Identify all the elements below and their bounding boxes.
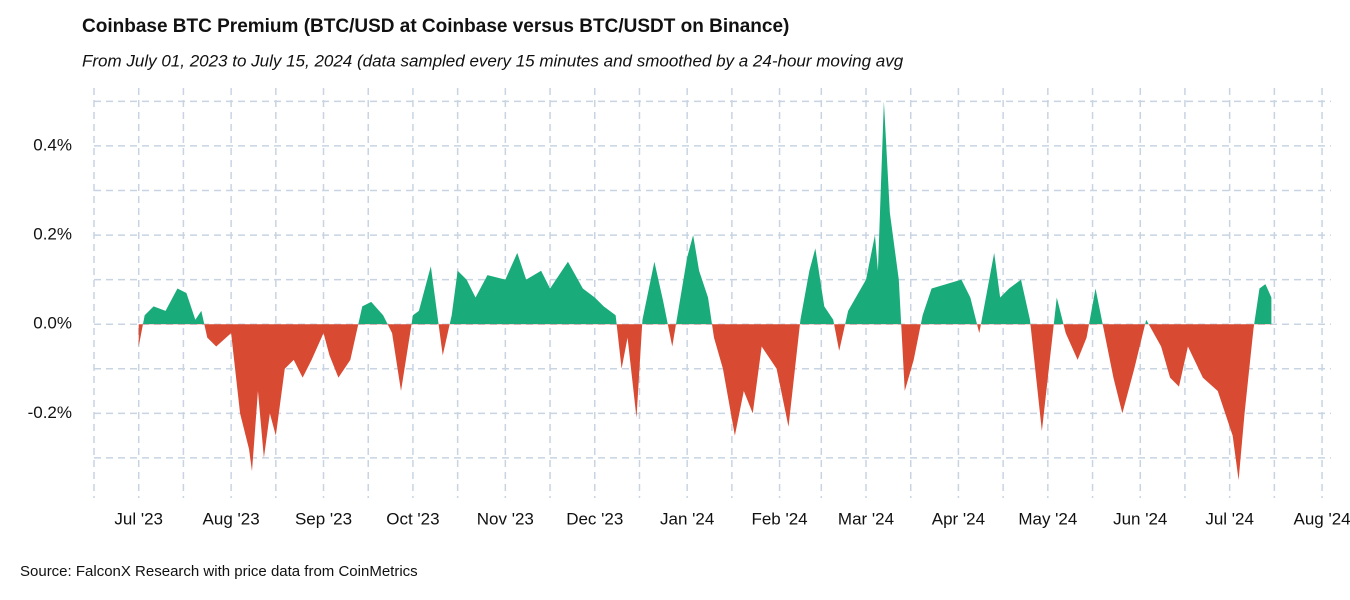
x-tick-label: Jan '24 bbox=[660, 509, 714, 528]
x-tick-label: May '24 bbox=[1018, 509, 1077, 528]
premium-area bbox=[138, 101, 1272, 481]
plot-area bbox=[138, 101, 1272, 481]
x-tick-label: Mar '24 bbox=[838, 509, 894, 528]
x-tick-label: Aug '23 bbox=[203, 509, 260, 528]
x-tick-label: Jul '23 bbox=[114, 509, 163, 528]
x-tick-label: Feb '24 bbox=[751, 509, 807, 528]
grid bbox=[93, 88, 1331, 498]
x-tick-label: Oct '23 bbox=[386, 509, 439, 528]
chart-subtitle: From July 01, 2023 to July 15, 2024 (dat… bbox=[82, 51, 904, 70]
chart-title: Coinbase BTC Premium (BTC/USD at Coinbas… bbox=[82, 16, 789, 37]
x-tick-label: Sep '23 bbox=[295, 509, 352, 528]
x-tick-label: Nov '23 bbox=[477, 509, 534, 528]
x-tick-label: Jul '24 bbox=[1205, 509, 1254, 528]
x-tick-label: Apr '24 bbox=[932, 509, 985, 528]
source-note: Source: FalconX Research with price data… bbox=[20, 563, 418, 580]
x-tick-label: Aug '24 bbox=[1293, 509, 1350, 528]
y-tick-label: 0.4% bbox=[33, 135, 72, 154]
y-tick-label: -0.2% bbox=[28, 403, 72, 422]
y-tick-label: 0.2% bbox=[33, 225, 72, 244]
x-tick-label: Jun '24 bbox=[1113, 509, 1167, 528]
x-tick-label: Dec '23 bbox=[566, 509, 623, 528]
y-tick-label: 0.0% bbox=[33, 314, 72, 333]
